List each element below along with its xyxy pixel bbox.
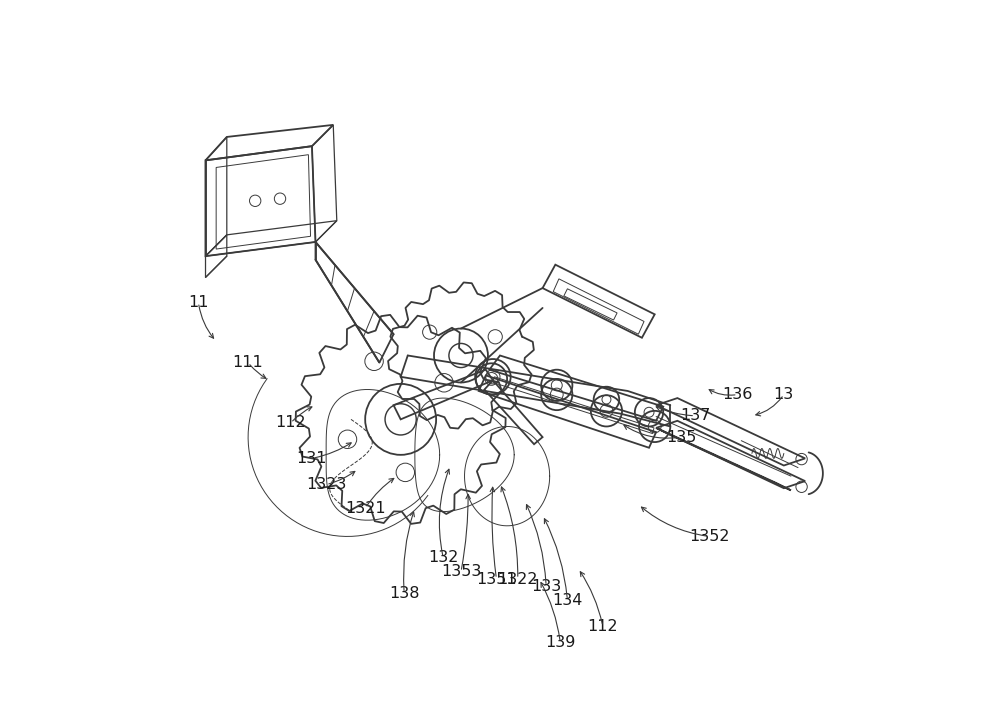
Text: 1351: 1351 <box>476 572 517 587</box>
Text: 112: 112 <box>588 619 618 634</box>
Text: 137: 137 <box>680 408 710 423</box>
Text: 1321: 1321 <box>345 501 385 515</box>
Text: 132: 132 <box>428 550 458 565</box>
Text: 133: 133 <box>531 579 561 594</box>
Text: 13: 13 <box>774 387 794 402</box>
Text: 134: 134 <box>552 593 583 608</box>
Text: 139: 139 <box>545 636 576 651</box>
Text: 1352: 1352 <box>689 529 730 544</box>
Text: 1323: 1323 <box>306 477 346 492</box>
Text: 138: 138 <box>389 586 419 601</box>
Text: 11: 11 <box>188 295 209 310</box>
Text: 1353: 1353 <box>441 565 481 579</box>
Text: 136: 136 <box>723 387 753 402</box>
Text: 135: 135 <box>666 429 696 444</box>
Text: 131: 131 <box>297 451 327 466</box>
Text: 112: 112 <box>275 415 306 430</box>
Text: 111: 111 <box>233 355 263 370</box>
Text: 1322: 1322 <box>497 572 538 587</box>
